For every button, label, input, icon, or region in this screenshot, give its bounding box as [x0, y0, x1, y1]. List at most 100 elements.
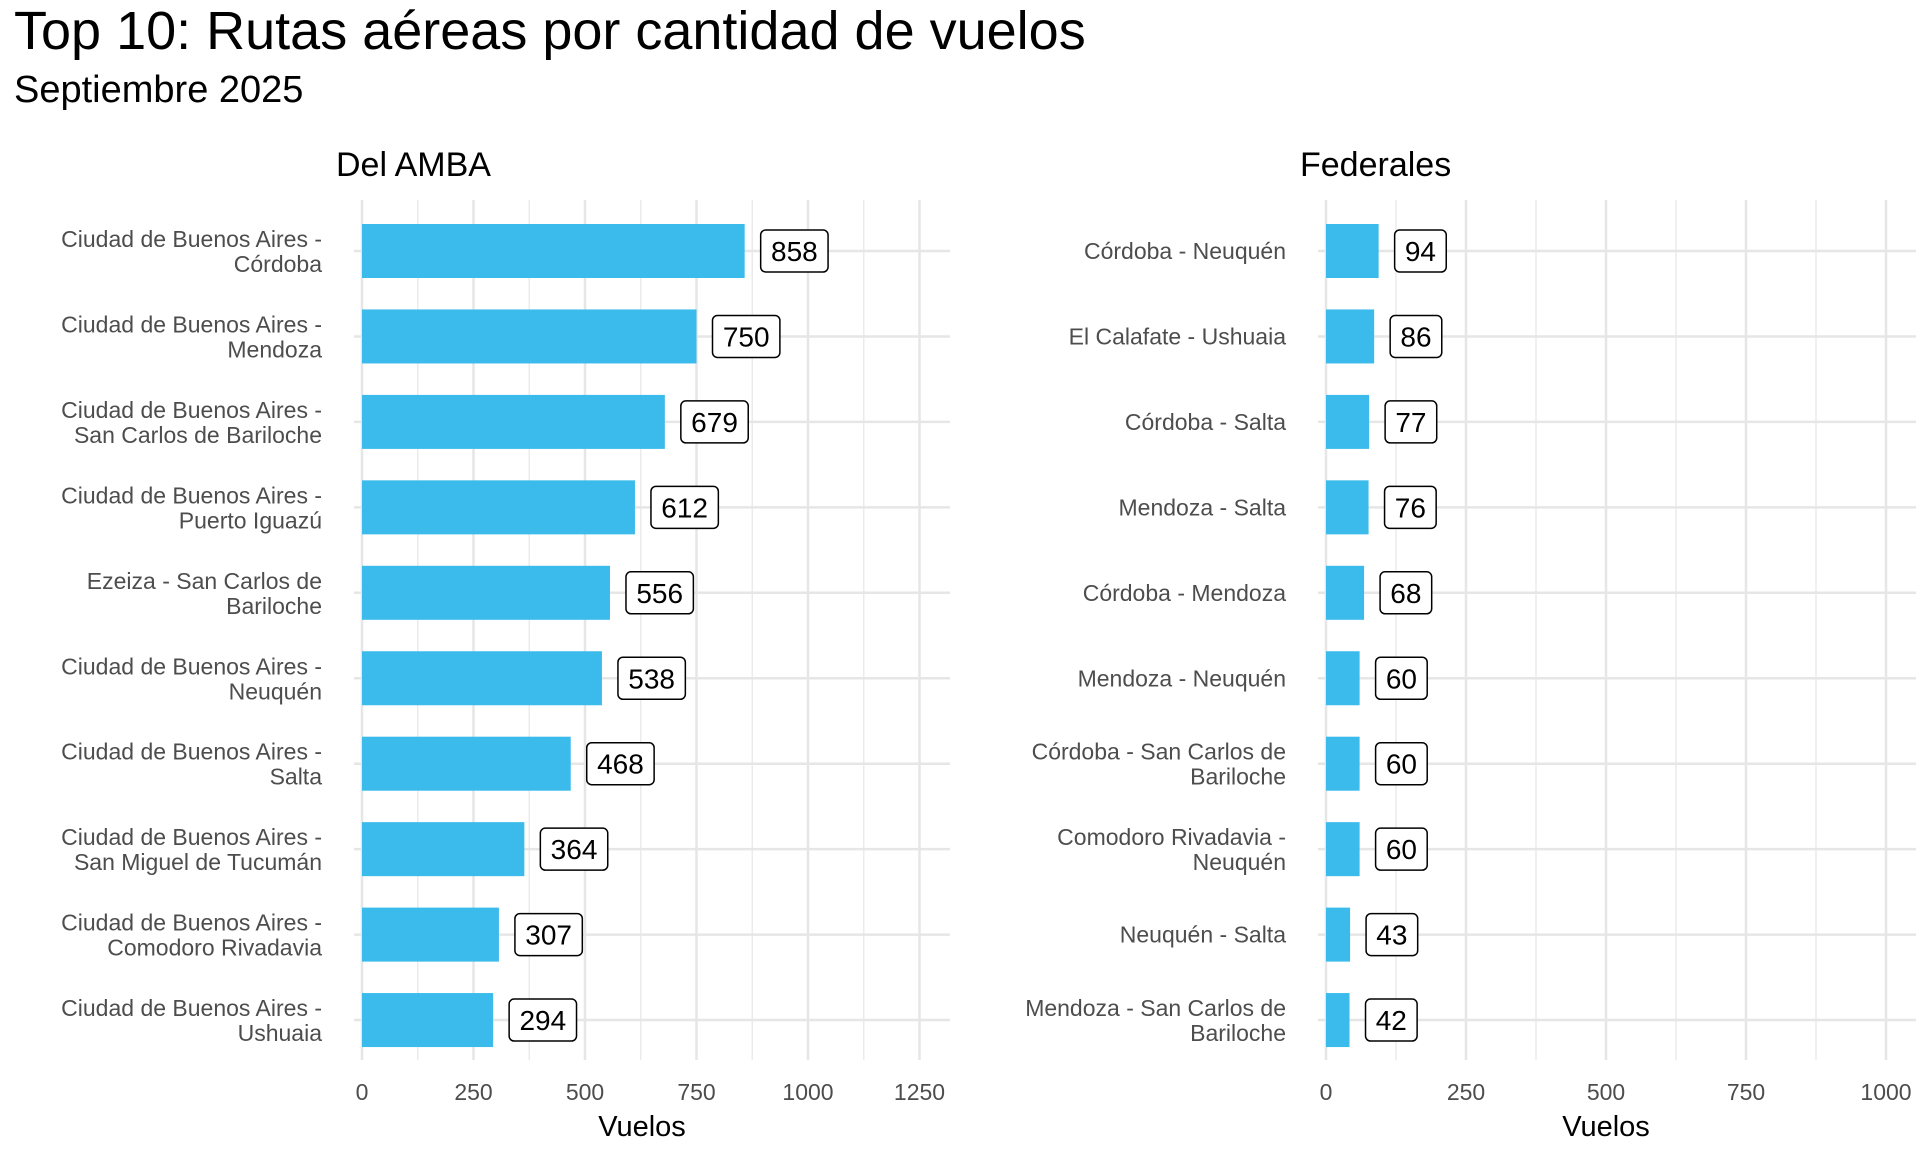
- category-label: Ezeiza - San Carlos de: [87, 568, 322, 594]
- category-label: Córdoba - Mendoza: [1083, 580, 1286, 606]
- value-label-box: [680, 400, 749, 444]
- bar: [1326, 394, 1370, 449]
- x-tick-label: 750: [1727, 1079, 1765, 1105]
- bar: [362, 309, 697, 364]
- bar: [1326, 822, 1360, 877]
- category-label: Córdoba - San Carlos de: [1032, 739, 1286, 765]
- category-label: Bariloche: [1190, 764, 1286, 790]
- x-tick-label: 1250: [894, 1079, 945, 1105]
- bar: [1326, 651, 1360, 706]
- value-label: 750: [723, 321, 770, 352]
- value-label-box: [711, 314, 781, 359]
- category-label: Comodoro Rivadavia: [107, 935, 322, 961]
- category-label: Bariloche: [226, 593, 322, 619]
- x-tick-label: 1000: [782, 1079, 833, 1105]
- value-label-box: [1374, 827, 1428, 871]
- value-label: 556: [636, 578, 683, 609]
- bar: [1326, 736, 1360, 791]
- category-label: Ciudad de Buenos Aires -: [61, 482, 322, 508]
- bar: [1326, 993, 1350, 1048]
- category-label: Córdoba: [234, 251, 322, 277]
- category-label: Ciudad de Buenos Aires -: [61, 739, 322, 765]
- category-label: San Miguel de Tucumán: [74, 849, 322, 875]
- bar: [362, 394, 665, 449]
- category-label: Mendoza - Neuquén: [1078, 665, 1286, 691]
- bar: [362, 565, 610, 620]
- category-label: Neuquén - Salta: [1120, 922, 1286, 948]
- value-label-box: [1383, 485, 1437, 530]
- category-label: Bariloche: [1190, 1020, 1286, 1046]
- category-label: San Carlos de Bariloche: [74, 422, 322, 448]
- x-tick-label: 250: [1447, 1079, 1485, 1105]
- value-label-box: [1374, 656, 1428, 700]
- bar: [362, 736, 571, 791]
- chart-title: Top 10: Rutas aéreas por cantidad de vue…: [14, 1, 1086, 61]
- bar: [362, 651, 602, 706]
- value-label: 94: [1405, 236, 1436, 267]
- bar: [362, 907, 499, 962]
- value-label-box: [617, 656, 687, 700]
- chart-panel-2: Federales 94 Córdoba - Neuquén 86 El Calafat…: [1025, 146, 1916, 1143]
- bar: [1326, 565, 1365, 620]
- value-label: 612: [661, 492, 708, 523]
- value-label: 294: [519, 1005, 566, 1036]
- category-label: Córdoba - Neuquén: [1084, 238, 1286, 264]
- value-label-box: [1389, 314, 1443, 359]
- value-label: 68: [1390, 578, 1421, 609]
- x-tick-label: 0: [1320, 1079, 1333, 1105]
- category-label: Puerto Iguazú: [179, 507, 322, 533]
- category-label: Salta: [270, 764, 323, 790]
- x-tick-label: 500: [566, 1079, 604, 1105]
- bar: [1326, 480, 1369, 535]
- bar: [1326, 907, 1351, 962]
- value-label: 538: [628, 663, 675, 694]
- category-label: Ciudad de Buenos Aires -: [61, 653, 322, 679]
- x-tick-label: 750: [677, 1079, 715, 1105]
- bar: [1326, 309, 1375, 364]
- chart-subtitle: Septiembre 2025: [14, 69, 304, 111]
- value-label-box: [1365, 912, 1419, 957]
- value-label: 77: [1395, 407, 1426, 438]
- bar: [362, 822, 525, 877]
- value-label: 679: [691, 407, 738, 438]
- value-label-box: [1384, 400, 1438, 444]
- value-label-box: [759, 229, 829, 273]
- panel-title: Del AMBA: [336, 146, 491, 184]
- value-label: 468: [597, 749, 644, 780]
- x-tick-label: 500: [1587, 1079, 1625, 1105]
- value-label: 76: [1395, 492, 1426, 523]
- category-label: El Calafate - Ushuaia: [1069, 323, 1287, 349]
- value-label-box: [1379, 571, 1433, 615]
- category-label: Mendoza - San Carlos de: [1025, 995, 1286, 1021]
- category-label: Ciudad de Buenos Aires -: [61, 910, 322, 936]
- category-label: Ushuaia: [238, 1020, 323, 1046]
- category-label: Ciudad de Buenos Aires -: [61, 311, 322, 337]
- value-label: 42: [1376, 1005, 1407, 1036]
- value-label-box: [539, 827, 609, 871]
- x-axis-label: Vuelos: [598, 1111, 686, 1143]
- value-label-box: [1374, 741, 1428, 786]
- category-label: Comodoro Rivadavia -: [1057, 824, 1286, 850]
- category-label: Ciudad de Buenos Aires -: [61, 397, 322, 423]
- value-label-box: [650, 485, 720, 530]
- x-tick-label: 0: [356, 1079, 369, 1105]
- x-tick-label: 1000: [1860, 1079, 1911, 1105]
- value-label: 60: [1386, 749, 1417, 780]
- bar: [362, 993, 494, 1048]
- x-tick-label: 250: [454, 1079, 492, 1105]
- value-label-box: [625, 571, 695, 615]
- x-axis-label: Vuelos: [1562, 1111, 1650, 1143]
- value-label: 858: [771, 236, 818, 267]
- category-label: Neuquén: [1193, 849, 1286, 875]
- category-label: Ciudad de Buenos Aires -: [61, 995, 322, 1021]
- value-label: 60: [1386, 834, 1417, 865]
- category-label: Ciudad de Buenos Aires -: [61, 226, 322, 252]
- category-label: Mendoza - Salta: [1119, 494, 1287, 520]
- value-label: 307: [525, 920, 572, 951]
- value-label: 364: [551, 834, 598, 865]
- category-label: Córdoba - Salta: [1125, 409, 1286, 435]
- value-label: 43: [1376, 920, 1407, 951]
- value-label-box: [585, 741, 655, 786]
